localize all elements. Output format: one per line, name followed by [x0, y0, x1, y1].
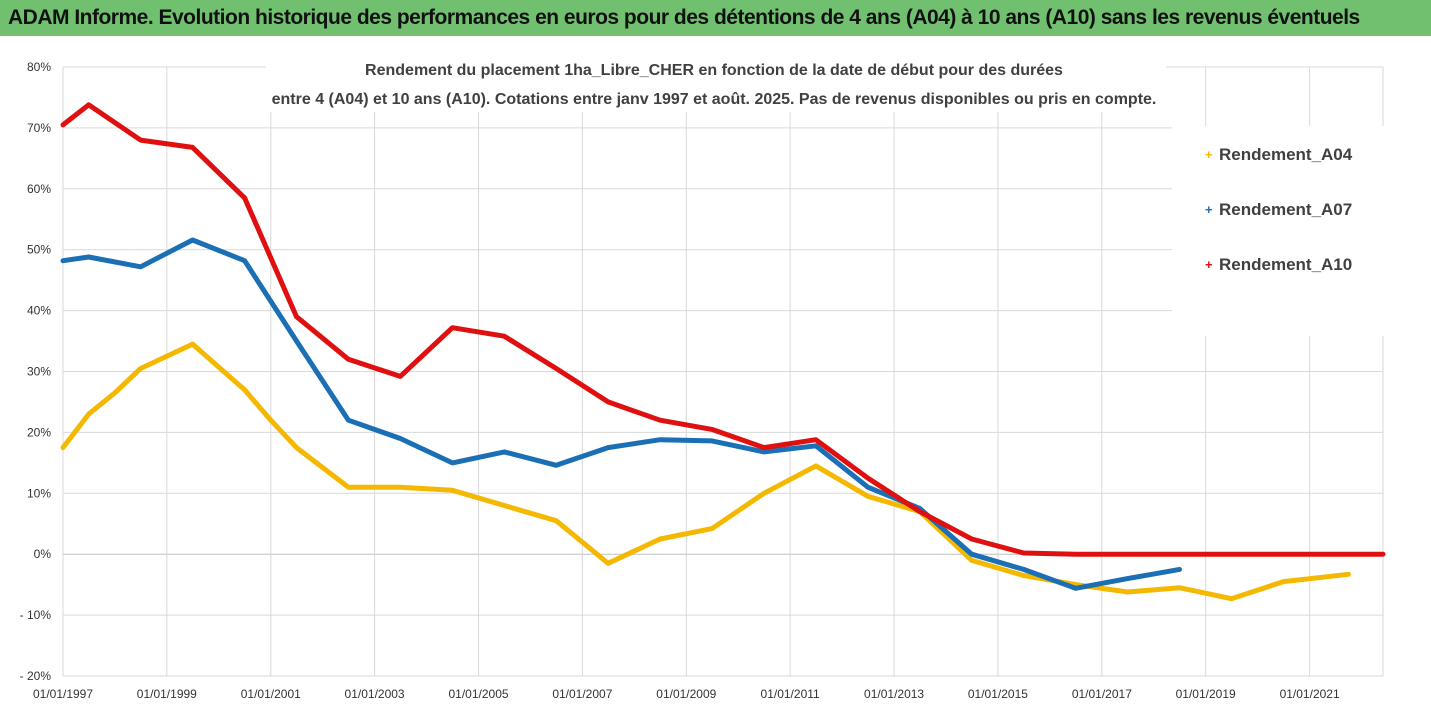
x-tick-label: 01/01/2019 [1176, 687, 1236, 701]
y-tick-label: 10% [27, 486, 51, 500]
y-tick-label: 80% [27, 60, 51, 74]
y-tick-label: 0% [34, 547, 52, 561]
x-tick-label: 01/01/1999 [137, 687, 197, 701]
x-tick-label: 01/01/2013 [864, 687, 924, 701]
x-axis-ticks: 01/01/1997 01/01/1999 01/01/2001 01/01/2003… [33, 687, 1340, 701]
x-tick-label: 01/01/2015 [968, 687, 1028, 701]
y-tick-label: 70% [27, 121, 51, 135]
x-tick-label: 01/01/2007 [552, 687, 612, 701]
x-tick-label: 01/01/2009 [656, 687, 716, 701]
x-tick-label: 01/01/2017 [1072, 687, 1132, 701]
series-line-rendement_a10 [60, 102, 1386, 557]
x-tick-label: 01/01/2011 [761, 687, 820, 701]
y-tick-label: - 20% [20, 669, 52, 683]
y-axis-ticks: 80% 70% 60% 50% 40% 30% 20% 10% 0% - 10% - 20% [20, 60, 52, 683]
y-tick-label: 40% [27, 304, 51, 318]
legend-marker: + [1205, 202, 1213, 217]
legend-label: Rendement_A07 [1219, 200, 1352, 219]
x-tick-label: 01/01/1997 [33, 687, 93, 701]
legend-marker: + [1205, 147, 1213, 162]
series-line-rendement_a04 [60, 341, 1351, 602]
performance-line-chart: 80% 70% 60% 50% 40% 30% 20% 10% 0% - 10% - 20% 01/… [0, 36, 1431, 721]
legend: + Rendement_A04 + Rendement_A07 + Rendement_A… [1205, 145, 1353, 274]
y-tick-label: 60% [27, 182, 51, 196]
series-lines [60, 102, 1386, 602]
legend-box [1172, 126, 1384, 336]
chart-subtitle-line-1: Rendement du placement 1ha_Libre_CHER en… [365, 62, 1063, 79]
y-tick-label: 50% [27, 243, 51, 257]
legend-label: Rendement_A10 [1219, 255, 1352, 274]
x-tick-label: 01/01/2021 [1280, 687, 1340, 701]
subtitle-background [266, 50, 1166, 112]
legend-label: Rendement_A04 [1219, 145, 1353, 164]
chart-subtitle-line-2: entre 4 (A04) et 10 ans (A10). Cotations… [272, 91, 1157, 108]
x-tick-label: 01/01/2005 [449, 687, 509, 701]
y-tick-label: 30% [27, 365, 51, 379]
y-tick-label: - 10% [20, 608, 52, 622]
y-tick-label: 20% [27, 425, 51, 439]
x-tick-label: 01/01/2003 [345, 687, 405, 701]
report-header: ADAM Informe. Evolution historique des p… [0, 0, 1431, 36]
series-line-rendement_a07 [60, 237, 1182, 591]
legend-marker: + [1205, 257, 1213, 272]
x-tick-label: 01/01/2001 [241, 687, 301, 701]
